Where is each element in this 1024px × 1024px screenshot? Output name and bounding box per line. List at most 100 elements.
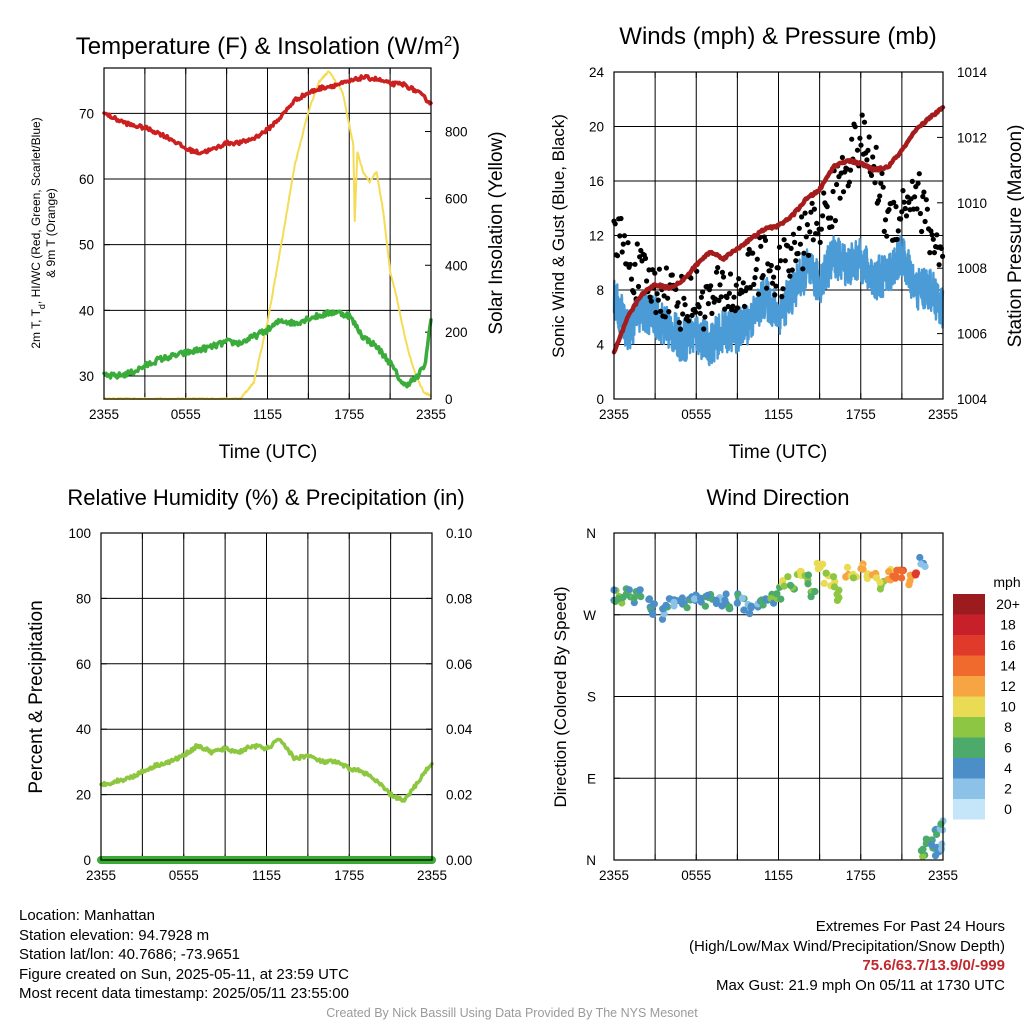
gust-point — [928, 228, 934, 234]
gust-point — [929, 232, 935, 238]
x-tick-label: 0555 — [681, 407, 711, 422]
gust-point — [720, 274, 727, 280]
y-axis-label: Sonic Wind & Gust (Blue, Black) — [549, 114, 568, 358]
gust-point — [733, 282, 739, 288]
direction-point — [746, 610, 754, 618]
direction-point — [807, 593, 815, 601]
y2-tick-label: 0.04 — [446, 722, 473, 737]
gust-point — [635, 283, 642, 290]
legend-swatch — [953, 758, 985, 779]
gust-point — [680, 311, 686, 317]
x-tick-label: 2355 — [416, 407, 446, 422]
gust-point — [731, 294, 737, 300]
gust-point — [769, 280, 776, 286]
gust-point — [884, 233, 890, 239]
gust-point — [837, 195, 843, 201]
gust-point — [811, 206, 818, 212]
y-tick-label: 24 — [589, 65, 605, 80]
y2-tick-label: 1004 — [957, 392, 988, 407]
y2-tick-label: 1010 — [957, 196, 987, 211]
x-tick-label: 1755 — [334, 868, 364, 883]
gust-point — [764, 285, 770, 291]
y-axis-label: 2m T, Td, HI/WC (Red, Green, Scarlet/Blu… — [29, 117, 47, 348]
gust-point — [747, 284, 753, 290]
gust-point — [654, 291, 660, 297]
direction-point — [912, 569, 921, 577]
legend-label: 12 — [1000, 678, 1016, 694]
y-tick-label: 20 — [76, 788, 91, 803]
direction-point — [876, 585, 885, 593]
gust-point — [772, 292, 778, 298]
legend-title: mph — [993, 574, 1020, 590]
direction-point — [712, 596, 720, 605]
y2-tick-label: 200 — [445, 325, 468, 340]
gust-point — [858, 142, 864, 148]
gust-point — [792, 239, 798, 245]
y-tick-label: N — [586, 526, 596, 541]
ylabel-subscript: d — [37, 304, 47, 309]
legend-swatch — [953, 737, 985, 758]
gust-point — [936, 262, 942, 268]
gust-point — [903, 213, 910, 219]
chart-title: Wind Direction — [706, 485, 849, 510]
gust-point — [875, 198, 882, 204]
gust-point — [677, 326, 684, 332]
gust-point — [665, 295, 671, 301]
legend-label: 8 — [1004, 719, 1012, 735]
gust-point — [915, 180, 921, 186]
gust-point — [628, 276, 635, 282]
extremes-values: 75.6/63.7/13.9/0/-999 — [862, 957, 1005, 974]
legend-label: 18 — [1000, 617, 1016, 633]
y-tick-label: W — [583, 608, 596, 623]
plot-frame — [100, 532, 433, 861]
gust-point — [870, 154, 876, 160]
direction-point — [814, 565, 822, 573]
gust-point — [877, 193, 883, 199]
gust-point — [719, 269, 726, 275]
gust-point — [787, 273, 793, 279]
direction-point — [630, 594, 638, 602]
direction-point — [829, 573, 838, 581]
gust-point — [894, 236, 900, 242]
legend-swatch — [953, 676, 985, 697]
gust-point — [675, 300, 681, 306]
y2-tick-label: 1014 — [957, 65, 988, 80]
direction-point — [822, 569, 830, 577]
gust-point — [782, 258, 788, 264]
gust-point — [821, 190, 827, 196]
legend-label: 20+ — [996, 596, 1020, 612]
y-tick-label: E — [587, 771, 596, 786]
sonic-wind-line — [612, 234, 945, 367]
gust-point — [653, 309, 659, 316]
direction-point — [677, 597, 685, 606]
gust-point — [669, 272, 675, 278]
gust-point — [924, 206, 931, 212]
gust-point — [666, 309, 672, 315]
gust-point — [847, 167, 854, 173]
direction-point — [876, 578, 884, 586]
gust-point — [790, 231, 797, 237]
direction-point — [898, 574, 906, 582]
direction-point — [740, 606, 748, 614]
direction-point — [938, 840, 946, 848]
y2-tick-label: 800 — [445, 125, 468, 140]
direction-point — [843, 563, 852, 572]
gust-point — [861, 119, 868, 125]
gust-point — [656, 266, 663, 272]
direction-point — [804, 580, 812, 588]
gust-point — [864, 157, 870, 163]
gust-point — [886, 207, 892, 213]
gust-point — [930, 236, 936, 242]
gust-point — [655, 297, 661, 303]
gust-point — [806, 252, 812, 258]
x-axis-label: Time (UTC) — [729, 442, 828, 463]
gust-point — [931, 250, 938, 256]
direction-point — [820, 579, 828, 588]
x-tick-label: 2355 — [928, 407, 958, 422]
direction-point — [649, 610, 657, 619]
direction-point — [722, 590, 730, 598]
title-tail: ) — [452, 33, 460, 60]
gust-point — [921, 189, 927, 195]
gust-point — [652, 270, 658, 276]
